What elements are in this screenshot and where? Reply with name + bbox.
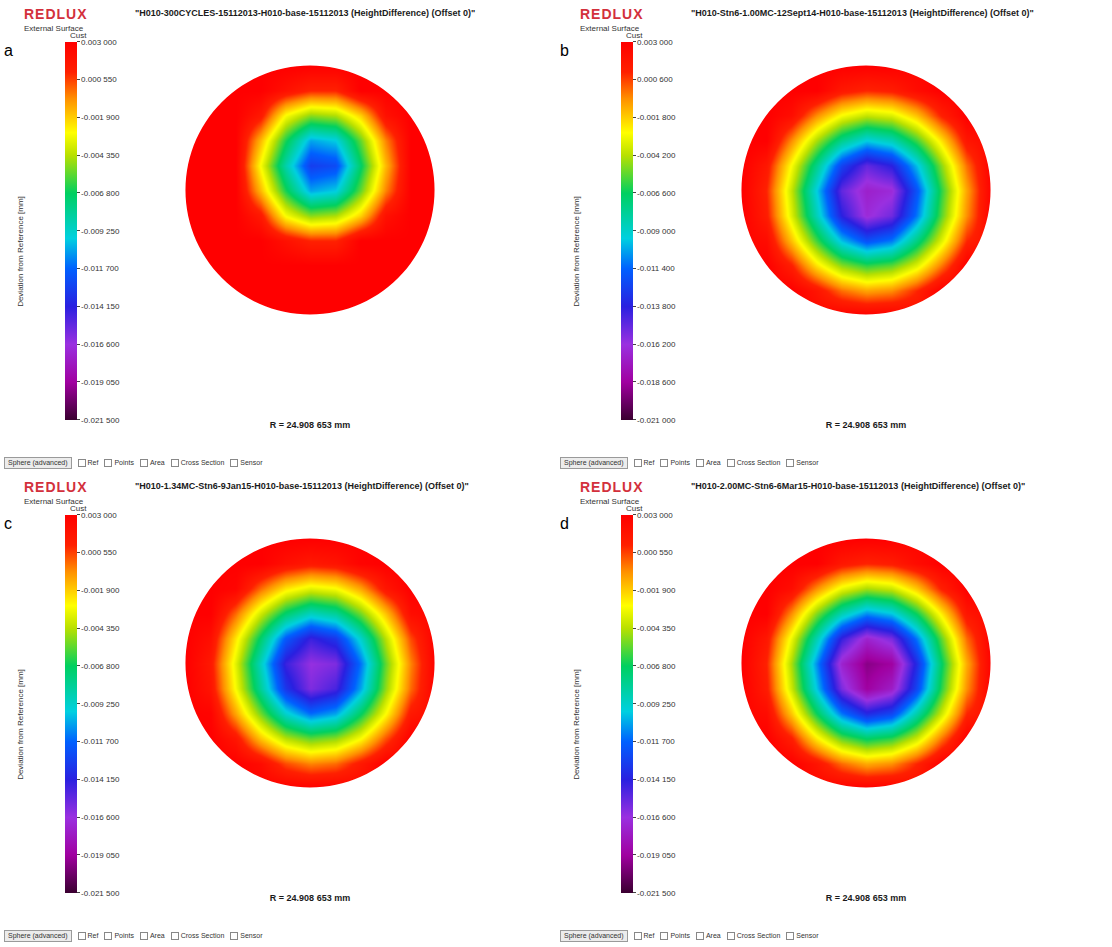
- svg-text:-0.021 500: -0.021 500: [637, 889, 676, 898]
- svg-text:-0.014 150: -0.014 150: [637, 775, 676, 784]
- svg-text:-0.019 050: -0.019 050: [81, 851, 120, 860]
- html-text:Area: Area: [149, 459, 165, 466]
- html-text:R = 24.908 653 mm: R = 24.908 653 mm: [825, 893, 907, 903]
- svg-text:-0.009 250: -0.009 250: [81, 227, 120, 236]
- svg-text:-0.009 250: -0.009 250: [81, 700, 120, 709]
- svg-text:-0.006 800: -0.006 800: [81, 662, 120, 671]
- html-text:Deviation from Reference [mm]: Deviation from Reference [mm]: [15, 669, 25, 780]
- html-text:External Surface: External Surface: [24, 497, 84, 506]
- html-text:"H010-1.34MC-Stn6-9Jan15-H010-: "H010-1.34MC-Stn6-9Jan15-H010-base-15112…: [135, 481, 469, 491]
- html-text:Points: Points: [670, 459, 690, 466]
- html-text:External Surface: External Surface: [580, 497, 640, 506]
- svg-text:-0.014 150: -0.014 150: [81, 775, 120, 784]
- html-text:Cust: Cust: [626, 504, 643, 513]
- html-text:Ref: Ref: [643, 932, 655, 939]
- svg-text:-0.021 000: -0.021 000: [637, 416, 676, 425]
- svg-text:-0.001 900: -0.001 900: [81, 586, 120, 595]
- html-text:"H010-Stn6-1.00MC-12Sept14-H01: "H010-Stn6-1.00MC-12Sept14-H010-base-151…: [691, 8, 1034, 18]
- svg-text:-0.006 800: -0.006 800: [81, 189, 120, 198]
- svg-text:-0.014 150: -0.014 150: [81, 302, 120, 311]
- html-text:Sensor: Sensor: [796, 932, 819, 939]
- html-text:b: b: [560, 42, 569, 59]
- svg-text:0.000 550: 0.000 550: [637, 548, 673, 557]
- svg-text:-0.019 050: -0.019 050: [81, 378, 120, 387]
- html-text:Cross Section: Cross Section: [180, 459, 225, 466]
- html-text:REDLUX: REDLUX: [24, 479, 88, 495]
- svg-text:0.000 600: 0.000 600: [637, 75, 673, 84]
- svg-text:-0.001 800: -0.001 800: [637, 113, 676, 122]
- html-text:R = 24.908 653 mm: R = 24.908 653 mm: [269, 420, 351, 430]
- svg-text:0.000 550: 0.000 550: [81, 75, 117, 84]
- svg-text:-0.011 700: -0.011 700: [637, 737, 675, 746]
- html-text:Sphere (advanced): Sphere (advanced): [8, 458, 68, 466]
- html-text:R = 24.908 653 mm: R = 24.908 653 mm: [269, 893, 351, 903]
- svg-text:-0.019 050: -0.019 050: [637, 851, 676, 860]
- html-text:Points: Points: [114, 932, 134, 939]
- svg-text:-0.016 200: -0.016 200: [637, 340, 676, 349]
- svg-text:-0.006 800: -0.006 800: [637, 662, 676, 671]
- html-text:Cross Section: Cross Section: [736, 459, 781, 466]
- html-text:Deviation from Reference [mm]: Deviation from Reference [mm]: [571, 196, 581, 307]
- html-text:Deviation from Reference [mm]: Deviation from Reference [mm]: [15, 196, 25, 307]
- html-text:Cust: Cust: [70, 31, 87, 40]
- html-text:Ref: Ref: [87, 459, 99, 466]
- svg-text:-0.011 400: -0.011 400: [637, 264, 675, 273]
- svg-text:0.003 000: 0.003 000: [81, 511, 117, 520]
- svg-text:-0.018 600: -0.018 600: [637, 378, 676, 387]
- svg-text:-0.016 600: -0.016 600: [81, 340, 120, 349]
- svg-text:-0.006 600: -0.006 600: [637, 189, 676, 198]
- html-text:R = 24.908 653 mm: R = 24.908 653 mm: [825, 420, 907, 430]
- html-text:REDLUX: REDLUX: [580, 479, 644, 495]
- svg-text:-0.011 700: -0.011 700: [81, 737, 119, 746]
- svg-text:-0.011 700: -0.011 700: [81, 264, 119, 273]
- html-text:a: a: [4, 42, 13, 59]
- html-text:REDLUX: REDLUX: [24, 6, 88, 22]
- html-text:Points: Points: [114, 459, 134, 466]
- html-text:External Surface: External Surface: [24, 24, 84, 33]
- svg-text:-0.009 000: -0.009 000: [637, 227, 676, 236]
- svg-text:-0.021 500: -0.021 500: [81, 416, 120, 425]
- svg-text:-0.001 900: -0.001 900: [81, 113, 120, 122]
- html-text:"H010-2.00MC-Stn6-6Mar15-H010-: "H010-2.00MC-Stn6-6Mar15-H010-base-15112…: [691, 481, 1026, 491]
- html-text:Area: Area: [705, 459, 721, 466]
- html-text:Sensor: Sensor: [240, 932, 263, 939]
- svg-text:-0.004 350: -0.004 350: [81, 151, 120, 160]
- svg-text:-0.004 350: -0.004 350: [637, 624, 676, 633]
- svg-text:-0.016 600: -0.016 600: [637, 813, 676, 822]
- svg-text:0.003 000: 0.003 000: [637, 38, 673, 47]
- svg-text:-0.009 250: -0.009 250: [637, 700, 676, 709]
- svg-text:-0.016 600: -0.016 600: [81, 813, 120, 822]
- html-text:Sphere (advanced): Sphere (advanced): [8, 931, 68, 939]
- html-text:Ref: Ref: [87, 932, 99, 939]
- html-text:Sphere (advanced): Sphere (advanced): [564, 458, 624, 466]
- html-text:Cust: Cust: [626, 31, 643, 40]
- html-text:Cross Section: Cross Section: [180, 932, 225, 939]
- html-text:Sensor: Sensor: [240, 459, 263, 466]
- html-text:Cust: Cust: [70, 504, 87, 513]
- html-text:Area: Area: [705, 932, 721, 939]
- html-text:c: c: [4, 515, 12, 532]
- svg-text:-0.001 900: -0.001 900: [637, 586, 676, 595]
- svg-text:-0.021 500: -0.021 500: [81, 889, 120, 898]
- html-text:REDLUX: REDLUX: [580, 6, 644, 22]
- svg-text:0.003 000: 0.003 000: [637, 511, 673, 520]
- html-text:Cross Section: Cross Section: [736, 932, 781, 939]
- html-text:Points: Points: [670, 932, 690, 939]
- svg-text:0.000 550: 0.000 550: [81, 548, 117, 557]
- html-text:Sensor: Sensor: [796, 459, 819, 466]
- svg-text:-0.004 200: -0.004 200: [637, 151, 676, 160]
- html-text:Area: Area: [149, 932, 165, 939]
- html-text:d: d: [560, 515, 569, 532]
- svg-text:-0.013 800: -0.013 800: [637, 302, 676, 311]
- html-text:"H010-300CYCLES-15112013-H010-: "H010-300CYCLES-15112013-H010-base-15112…: [135, 8, 476, 18]
- svg-text:-0.004 350: -0.004 350: [81, 624, 120, 633]
- html-text:External Surface: External Surface: [580, 24, 640, 33]
- html-text:Deviation from Reference [mm]: Deviation from Reference [mm]: [571, 669, 581, 780]
- html-text:Sphere (advanced): Sphere (advanced): [564, 931, 624, 939]
- html-text:Ref: Ref: [643, 459, 655, 466]
- svg-text:0.003 000: 0.003 000: [81, 38, 117, 47]
